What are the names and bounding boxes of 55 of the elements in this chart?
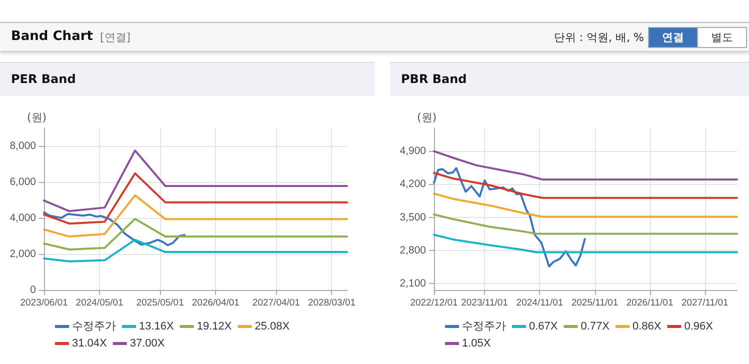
x-tick-label: 2024/05/01 [76, 298, 124, 308]
x-tick-label: 2027/11/01 [681, 298, 728, 308]
line-series [433, 172, 738, 199]
x-tick-label: 2024/11/01 [516, 298, 564, 308]
y-tick-label: 2,100 [400, 277, 426, 290]
x-tick-label: 2026/11/01 [626, 298, 674, 308]
y-tick-label: 8,000 [10, 140, 36, 152]
line-series [433, 192, 738, 218]
y-tick-label: 3,500 [400, 211, 426, 224]
line-series [43, 194, 348, 238]
line-series [43, 172, 348, 225]
text: [연결] [100, 30, 131, 45]
legend-label: 0.67X [529, 320, 558, 332]
line-series [433, 167, 586, 268]
legend-label: 0.86X [632, 320, 662, 332]
y-tick-label: 4,900 [400, 145, 426, 158]
text: 별도 [697, 27, 747, 48]
y-tick-label: 2,000 [10, 248, 36, 260]
x-tick-label: 2022/12/01 [410, 298, 458, 308]
y-tick-label: 6,000 [10, 176, 36, 188]
x-tick-label: 2025/11/01 [571, 298, 618, 308]
x-tick-label: 2023/06/01 [20, 298, 68, 308]
y-axis-title: (원) [417, 111, 437, 124]
x-tick-label: 2025/05/01 [136, 298, 184, 308]
legend-label: 1.05X [462, 338, 492, 350]
line-series [43, 150, 348, 212]
legend-label: 수정주가 [462, 320, 506, 332]
x-tick-label: 2026/04/01 [192, 298, 240, 308]
legend-label: 31.04X [72, 338, 108, 350]
x-tick-label: 2023/11/01 [461, 298, 508, 308]
line-series [433, 234, 738, 254]
legend-label: 19.12X [196, 320, 232, 332]
line-series [43, 211, 186, 246]
y-tick-label: 4,200 [400, 178, 426, 190]
y-tick-label: 4,000 [10, 212, 36, 224]
x-tick-label: 2028/03/01 [308, 298, 356, 308]
chart-title: PBR Band [401, 72, 467, 86]
legend-label: 수정주가 [72, 320, 116, 332]
y-tick-label: 2,800 [400, 244, 426, 256]
line-series [43, 238, 348, 262]
legend-label: 25.08X [254, 320, 290, 332]
chart-title: PER Band [11, 72, 76, 86]
line-series [43, 218, 348, 250]
legend-label: 0.77X [580, 320, 610, 332]
y-tick-label: 0 [30, 284, 36, 296]
line-series [433, 213, 738, 235]
line-series [433, 150, 738, 180]
x-tick-label: 2027/04/01 [252, 298, 300, 308]
text: 단위 : 억원, 배, % [554, 30, 644, 45]
legend-label: 37.00X [130, 338, 166, 350]
legend-label: 13.16X [139, 320, 175, 332]
legend-label: 0.96X [684, 320, 714, 332]
text: Band Chart [11, 29, 93, 44]
text: 연결 [648, 27, 698, 48]
y-axis-title: (원) [27, 111, 47, 124]
